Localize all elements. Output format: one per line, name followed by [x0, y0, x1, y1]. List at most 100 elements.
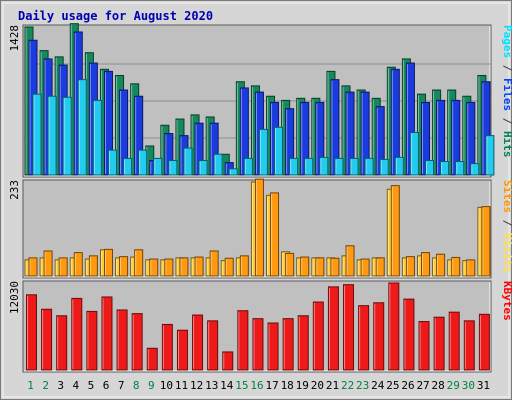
legend: Sites / Visits — [501, 180, 512, 273]
bar-kbytes-day-4 — [71, 297, 83, 371]
bar-sites-day-21 — [330, 257, 340, 277]
x-tick-label: 26 — [401, 379, 414, 392]
bar-sites-day-12 — [194, 256, 204, 277]
legend-entry: KBytes — [501, 281, 512, 321]
x-tick-label: 29 — [447, 379, 460, 392]
bar-sites-day-4 — [73, 252, 83, 277]
bar-pages-day-15 — [243, 157, 253, 176]
x-tick-label: 2 — [42, 379, 49, 392]
bar-pages-day-13 — [213, 153, 223, 176]
bar-sites-day-17 — [270, 192, 280, 277]
x-tick-label: 3 — [57, 379, 64, 392]
bar-pages-day-29 — [455, 161, 465, 176]
bar-sites-day-8 — [134, 249, 144, 277]
legend: Pages / Files / Hits — [501, 25, 512, 158]
bar-sites-day-11 — [179, 257, 189, 277]
bar-kbytes-day-20 — [312, 301, 324, 371]
bar-kbytes-day-22 — [343, 284, 355, 371]
bar-pages-day-23 — [364, 157, 374, 176]
bar-pages-day-9 — [153, 157, 163, 176]
bar-sites-day-31 — [481, 206, 491, 277]
bar-pages-day-11 — [183, 147, 193, 176]
bar-kbytes-day-21 — [327, 286, 339, 371]
series-pages — [32, 79, 495, 176]
chart-title: Daily usage for August 2020 — [18, 9, 213, 23]
bar-sites-day-30 — [466, 259, 476, 277]
bar-pages-day-20 — [319, 156, 329, 176]
bar-kbytes-day-13 — [207, 320, 219, 371]
bar-pages-day-14 — [228, 168, 238, 176]
y-max-label: 233 — [8, 180, 21, 200]
bar-sites-day-19 — [300, 256, 310, 277]
bar-kbytes-day-10 — [161, 323, 173, 371]
x-tick-label: 22 — [341, 379, 354, 392]
bar-sites-day-3 — [58, 257, 68, 277]
bar-kbytes-day-12 — [192, 314, 204, 371]
bar-sites-day-7 — [119, 256, 129, 277]
x-tick-label: 14 — [220, 379, 234, 392]
x-axis-day-labels: 1 2 3 4 5 6 7 8 9 10 11 12 13 14 15 16 17 18 19 20 21 22 23 24 2… — [27, 379, 490, 392]
bar-kbytes-day-5 — [86, 310, 98, 371]
bar-kbytes-day-29 — [448, 311, 460, 371]
bar-kbytes-day-30 — [463, 320, 475, 371]
bar-kbytes-day-1 — [26, 294, 37, 371]
x-tick-label: 16 — [250, 379, 263, 392]
series-kbytes — [26, 282, 490, 371]
bar-kbytes-day-6 — [101, 296, 113, 371]
x-tick-label: 5 — [88, 379, 95, 392]
bar-pages-day-3 — [62, 96, 72, 176]
chart-panels: 1428 Pages / Files / Hits 233 Sites / Visit… — [8, 23, 512, 373]
legend-entry: / — [501, 58, 512, 78]
legend-entry: / — [501, 213, 512, 233]
bar-pages-day-30 — [470, 163, 480, 176]
bar-kbytes-day-17 — [267, 322, 279, 371]
x-tick-label: 13 — [205, 379, 218, 392]
x-tick-label: 23 — [356, 379, 369, 392]
x-tick-label: 9 — [148, 379, 155, 392]
bar-pages-day-4 — [77, 79, 87, 176]
bar-pages-day-17 — [274, 126, 284, 176]
bar-pages-day-25 — [394, 156, 404, 176]
x-tick-label: 6 — [103, 379, 110, 392]
bar-sites-day-18 — [285, 252, 295, 277]
legend-entry: / — [501, 111, 512, 131]
bar-pages-day-22 — [349, 157, 359, 176]
x-tick-label: 19 — [296, 379, 309, 392]
kbytes-panel: 12030 KBytes — [8, 280, 512, 373]
x-tick-label: 1 — [27, 379, 34, 392]
bar-sites-day-29 — [451, 256, 461, 277]
bar-kbytes-day-7 — [116, 309, 128, 371]
legend-entry: Sites — [501, 180, 512, 213]
legend-entry: Visits — [501, 233, 512, 273]
bar-pages-day-12 — [198, 159, 208, 176]
bar-sites-day-16 — [254, 178, 264, 277]
bar-pages-day-10 — [168, 159, 178, 176]
bar-pages-day-2 — [47, 95, 57, 176]
bar-pages-day-6 — [107, 149, 117, 176]
bar-kbytes-day-25 — [388, 282, 400, 371]
bar-pages-day-18 — [289, 157, 299, 176]
bar-sites-day-25 — [390, 185, 400, 277]
legend: KBytes — [501, 281, 512, 321]
bar-pages-day-27 — [425, 159, 435, 176]
bar-sites-day-6 — [103, 248, 113, 277]
x-tick-label: 30 — [462, 379, 475, 392]
x-tick-label: 12 — [190, 379, 203, 392]
bar-sites-day-13 — [209, 250, 219, 277]
bar-sites-day-26 — [405, 256, 415, 277]
bar-kbytes-day-3 — [56, 315, 68, 371]
legend-entry: Files — [501, 78, 512, 111]
bar-sites-day-20 — [315, 257, 325, 277]
bar-kbytes-day-24 — [373, 302, 385, 371]
x-tick-label: 4 — [73, 379, 80, 392]
bar-pages-day-31 — [485, 135, 495, 176]
bar-kbytes-day-15 — [237, 310, 249, 371]
bar-kbytes-day-18 — [282, 318, 294, 371]
x-tick-label: 7 — [118, 379, 125, 392]
x-tick-label: 20 — [311, 379, 324, 392]
bar-kbytes-day-16 — [252, 318, 264, 371]
bar-pages-day-24 — [379, 158, 389, 176]
bar-sites-day-23 — [360, 258, 370, 277]
bar-pages-day-7 — [123, 157, 133, 176]
